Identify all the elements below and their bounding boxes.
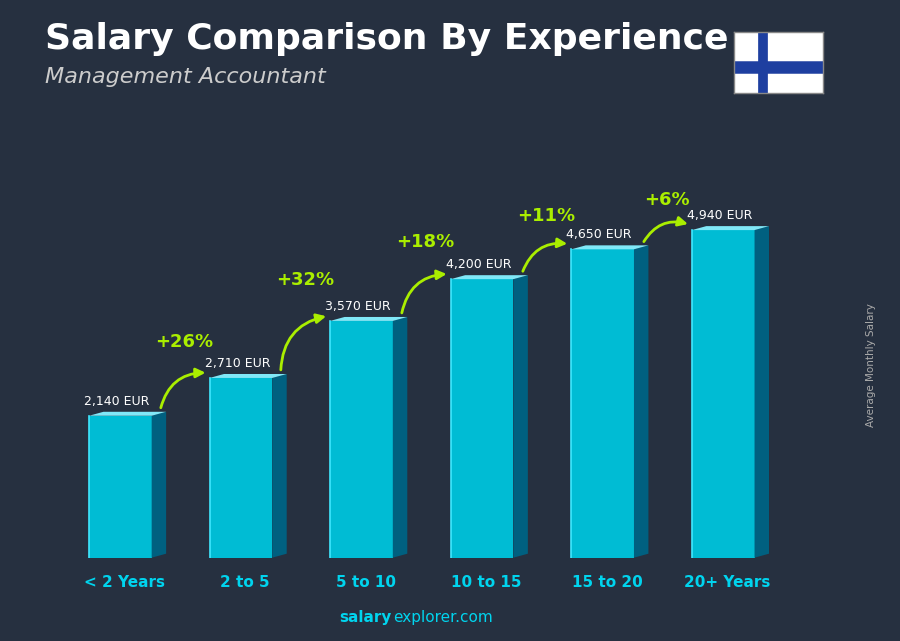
Polygon shape xyxy=(89,412,166,416)
Text: salary: salary xyxy=(339,610,392,625)
Polygon shape xyxy=(330,321,392,558)
Text: +6%: +6% xyxy=(644,190,689,208)
Text: 3,570 EUR: 3,570 EUR xyxy=(325,300,391,313)
Polygon shape xyxy=(754,226,769,558)
Polygon shape xyxy=(692,226,769,230)
Polygon shape xyxy=(152,412,166,558)
Polygon shape xyxy=(272,374,287,558)
Polygon shape xyxy=(89,416,152,558)
Text: < 2 Years: < 2 Years xyxy=(85,575,166,590)
Text: explorer.com: explorer.com xyxy=(393,610,493,625)
Polygon shape xyxy=(330,317,408,321)
Polygon shape xyxy=(572,246,648,249)
Text: 15 to 20: 15 to 20 xyxy=(572,575,643,590)
Polygon shape xyxy=(210,378,272,558)
Text: Average Monthly Salary: Average Monthly Salary xyxy=(866,303,877,428)
Text: Management Accountant: Management Accountant xyxy=(45,67,326,87)
Text: 2,140 EUR: 2,140 EUR xyxy=(84,395,149,408)
Text: 4,650 EUR: 4,650 EUR xyxy=(566,228,632,242)
Text: 4,940 EUR: 4,940 EUR xyxy=(687,209,752,222)
Polygon shape xyxy=(513,275,528,558)
Text: +18%: +18% xyxy=(396,233,454,251)
Text: 5 to 10: 5 to 10 xyxy=(336,575,396,590)
Polygon shape xyxy=(392,317,408,558)
Text: Salary Comparison By Experience: Salary Comparison By Experience xyxy=(45,22,728,56)
Polygon shape xyxy=(634,246,648,558)
Text: 4,200 EUR: 4,200 EUR xyxy=(446,258,511,271)
Polygon shape xyxy=(692,230,754,558)
Text: 2,710 EUR: 2,710 EUR xyxy=(204,357,270,370)
Polygon shape xyxy=(210,374,287,378)
Polygon shape xyxy=(451,275,528,279)
Text: 2 to 5: 2 to 5 xyxy=(220,575,270,590)
Text: +32%: +32% xyxy=(275,271,334,289)
Text: 20+ Years: 20+ Years xyxy=(684,575,770,590)
Text: +26%: +26% xyxy=(155,333,213,351)
Polygon shape xyxy=(451,279,513,558)
Polygon shape xyxy=(572,249,634,558)
Text: +11%: +11% xyxy=(517,207,575,225)
Text: 10 to 15: 10 to 15 xyxy=(451,575,522,590)
